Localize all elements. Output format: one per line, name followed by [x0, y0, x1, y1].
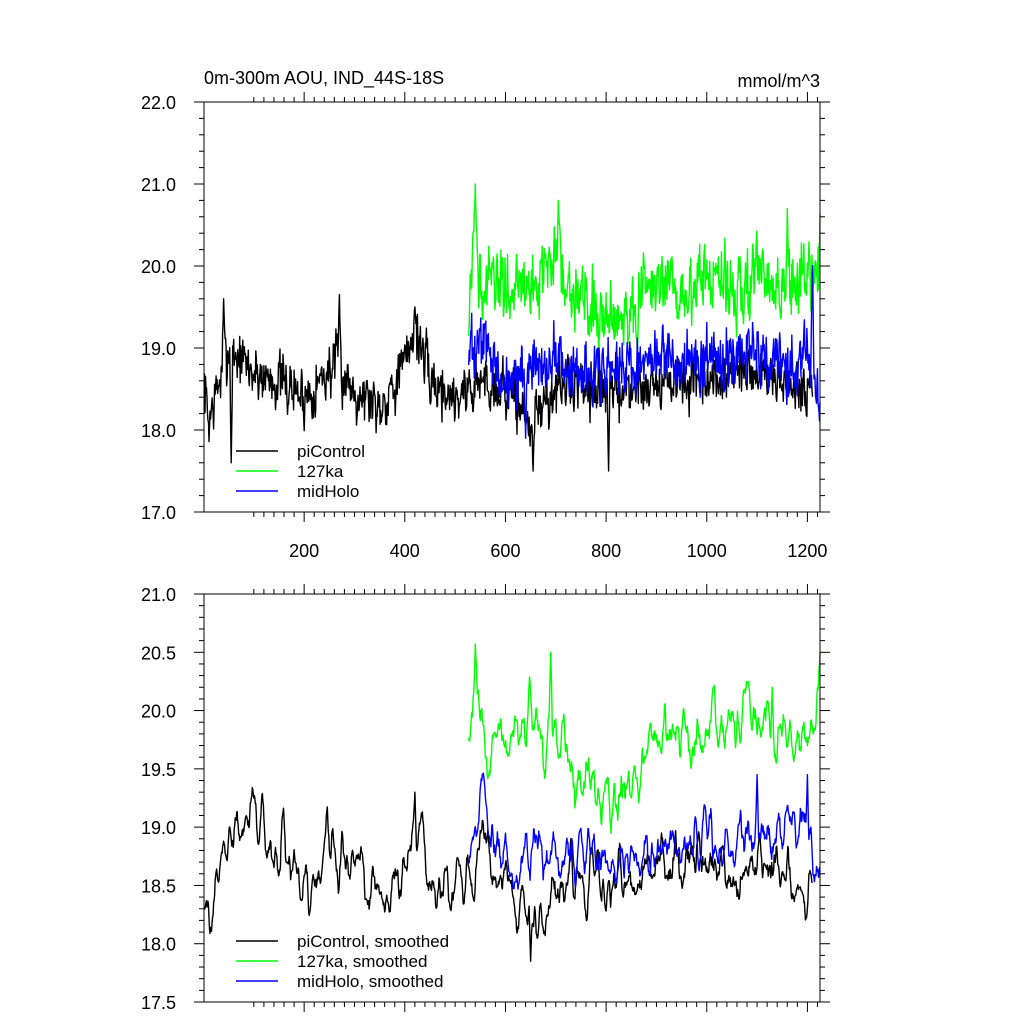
- y-tick-label: 20.0: [141, 257, 176, 277]
- y-tick-label: 17.0: [141, 503, 176, 523]
- y-tick-label: 19.0: [141, 339, 176, 359]
- plot-frame: [203, 593, 821, 1003]
- legend-label: midHolo, smoothed: [297, 972, 443, 991]
- y-tick-label: 19.0: [141, 818, 176, 838]
- x-tick-label: 400: [390, 541, 420, 561]
- legend-label: piControl, smoothed: [297, 932, 449, 951]
- y-tick-label: 21.0: [141, 175, 176, 195]
- legend-label: 127ka: [297, 462, 344, 481]
- y-tick-label: 18.0: [141, 935, 176, 955]
- y-tick-label: 18.0: [141, 421, 176, 441]
- y-tick-label: 17.5: [141, 993, 176, 1013]
- y-tick-label: 21.0: [141, 585, 176, 605]
- series-line-127ka: [468, 183, 821, 358]
- x-tick-label: 1000: [687, 541, 727, 561]
- legend-label: midHolo: [297, 482, 359, 501]
- series-line-midholo: [468, 265, 821, 439]
- top-panel-title: 0m-300m AOU, IND_44S-18S: [204, 68, 444, 89]
- x-tick-label: 1200: [787, 541, 827, 561]
- y-tick-label: 18.5: [141, 876, 176, 896]
- series-line-picontrol: [203, 294, 814, 472]
- x-tick-label: 800: [591, 541, 621, 561]
- y-tick-label: 19.5: [141, 760, 176, 780]
- series-line-127ka-smoothed: [468, 643, 821, 834]
- y-tick-label: 22.0: [141, 93, 176, 113]
- y-tick-label: 20.0: [141, 702, 176, 722]
- top-panel-units: mmol/m^3: [738, 71, 820, 91]
- plot-frame: [203, 101, 821, 513]
- legend-label: piControl: [297, 442, 365, 461]
- top-panel: 0m-300m AOU, IND_44S-18S mmol/m^3 200 400…: [141, 68, 830, 561]
- bottom-panel: 17.5 18.0 18.5 19.0 19.5 20.0 20.5 21.0 piContro…: [141, 584, 830, 1013]
- legend-label: 127ka, smoothed: [297, 952, 427, 971]
- x-tick-label: 200: [289, 541, 319, 561]
- x-tick-label: 600: [490, 541, 520, 561]
- series-line-midholo-smoothed: [468, 772, 821, 890]
- y-tick-label: 20.5: [141, 643, 176, 663]
- series-line-picontrol-smoothed: [203, 787, 814, 962]
